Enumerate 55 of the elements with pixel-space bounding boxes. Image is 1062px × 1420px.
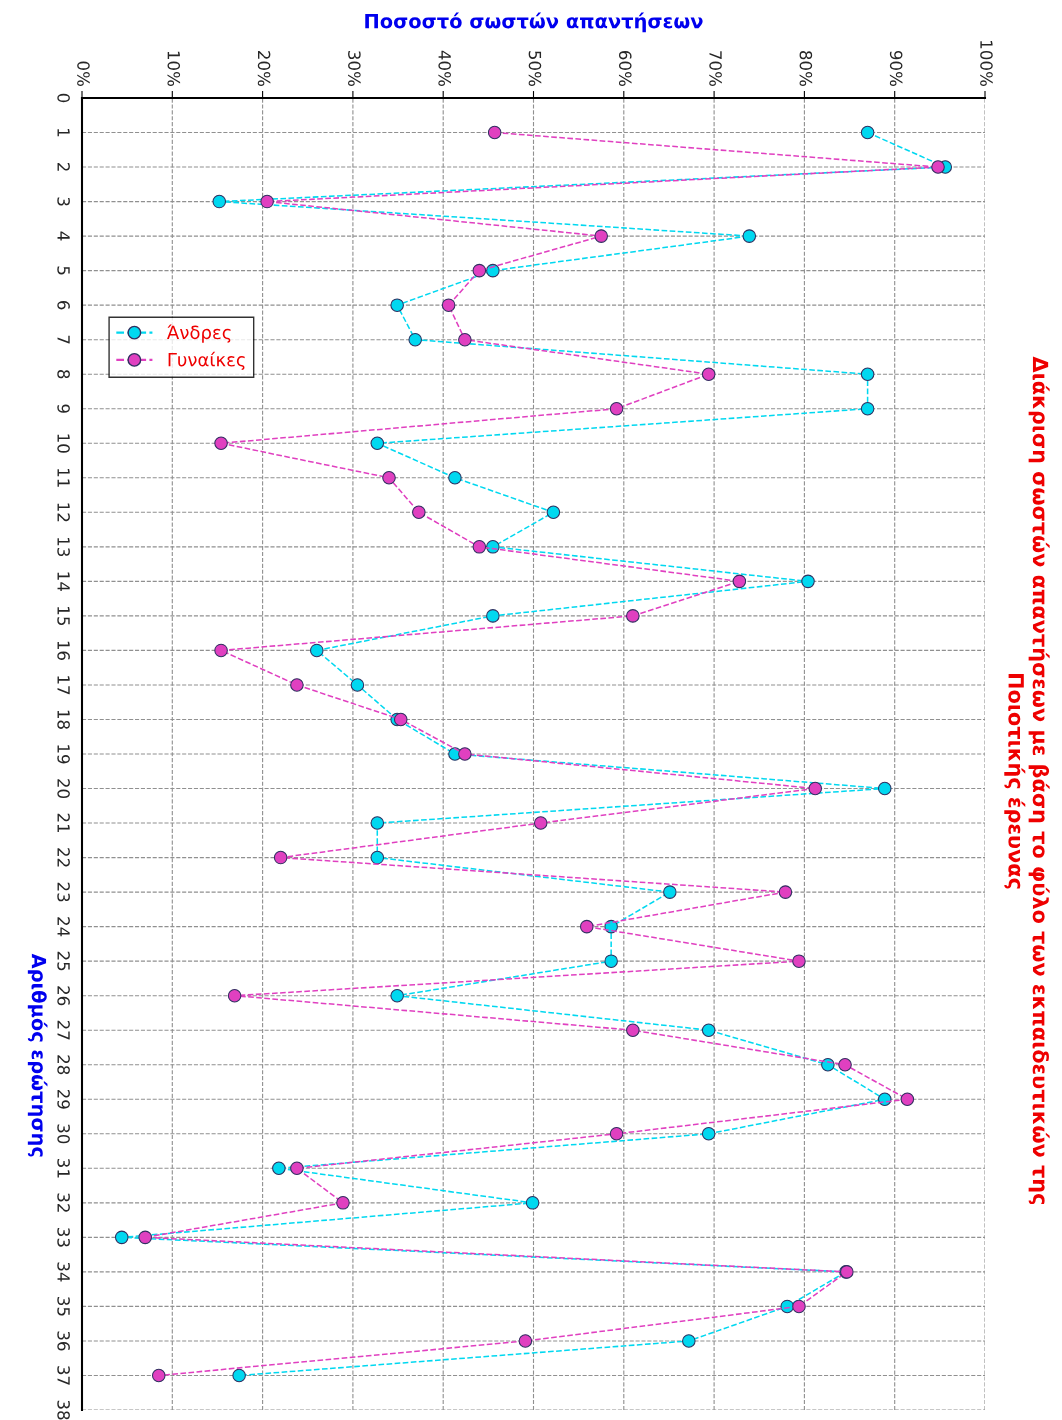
legend-label: Γυναίκες xyxy=(168,351,245,371)
y-tick-label: 13 xyxy=(57,538,70,557)
y-tick-label: 17 xyxy=(57,676,70,695)
y-tick-label: 34 xyxy=(57,1262,70,1282)
y-tick-label: 8 xyxy=(57,370,70,379)
y-tick-label: 27 xyxy=(57,1020,70,1040)
x-tick-label: 30% xyxy=(348,51,361,86)
y-tick-label: 14 xyxy=(57,572,70,592)
text: Διάκριση σωστών απαντήσεων με βάση το φύλο των εκπαιδευτικών της Ποιοτικής έρευνας xyxy=(1004,356,1050,1205)
y-tick-label: 3 xyxy=(57,197,70,206)
x-tick-label: 50% xyxy=(528,51,542,86)
y-tick-label: 28 xyxy=(57,1055,70,1075)
x-tick-label: 20% xyxy=(257,51,271,86)
y-tick-label: 33 xyxy=(57,1228,70,1247)
x-tick-label: 60% xyxy=(618,51,632,86)
y-tick-label: 15 xyxy=(57,607,70,626)
y-tick-label: 0 xyxy=(57,93,70,103)
y-tick-label: 30 xyxy=(57,1124,70,1144)
y-tick-label: 19 xyxy=(57,745,70,764)
x-tick-label: 90% xyxy=(889,50,903,86)
y-tick-label: 9 xyxy=(57,404,70,413)
y-tick-label: 32 xyxy=(57,1193,70,1212)
y-tick-label: 35 xyxy=(57,1297,70,1316)
x-tick-label: 80% xyxy=(799,50,813,86)
y-tick-label: 20 xyxy=(57,779,70,799)
y-tick-label: 36 xyxy=(57,1331,70,1351)
x-tick-label: 70% xyxy=(709,51,722,86)
x-tick-label: 100% xyxy=(980,41,993,86)
y-tick-label: 37 xyxy=(57,1366,70,1385)
y-tick-label: 21 xyxy=(57,813,70,833)
y-tick-label: 12 xyxy=(57,503,70,522)
y-tick-label: 2 xyxy=(57,162,70,171)
y-tick-label: 31 xyxy=(57,1158,70,1178)
y-tick-label: 6 xyxy=(57,301,70,310)
y-tick-label: 24 xyxy=(57,917,70,937)
y-tick-label: 29 xyxy=(57,1089,70,1109)
y-tick-label: 25 xyxy=(57,951,70,971)
y-tick-label: 26 xyxy=(57,986,70,1006)
x-tick-label: 10% xyxy=(167,51,181,86)
y-tick-label: 22 xyxy=(57,848,70,867)
y-tick-label: 1 xyxy=(57,129,70,137)
y-tick-label: 10 xyxy=(57,434,70,453)
y-tick-label: 23 xyxy=(57,882,70,902)
y-tick-label: 38 xyxy=(57,1400,70,1420)
y-tick-label: 11 xyxy=(57,469,70,487)
y-tick-label: 16 xyxy=(57,641,70,660)
legend-label: Άνδρες xyxy=(167,324,231,343)
y-axis-title: Αριθμός ερώτησης xyxy=(27,953,48,1157)
x-axis-title: Ποσοστό σωστών απαντήσεων xyxy=(365,12,703,33)
x-tick-label: 0% xyxy=(77,61,90,86)
y-tick-label: 18 xyxy=(57,710,70,729)
y-tick-label: 5 xyxy=(57,266,70,275)
y-tick-label: 7 xyxy=(57,335,70,344)
y-tick-label: 4 xyxy=(57,231,70,241)
x-tick-label: 40% xyxy=(438,50,451,86)
